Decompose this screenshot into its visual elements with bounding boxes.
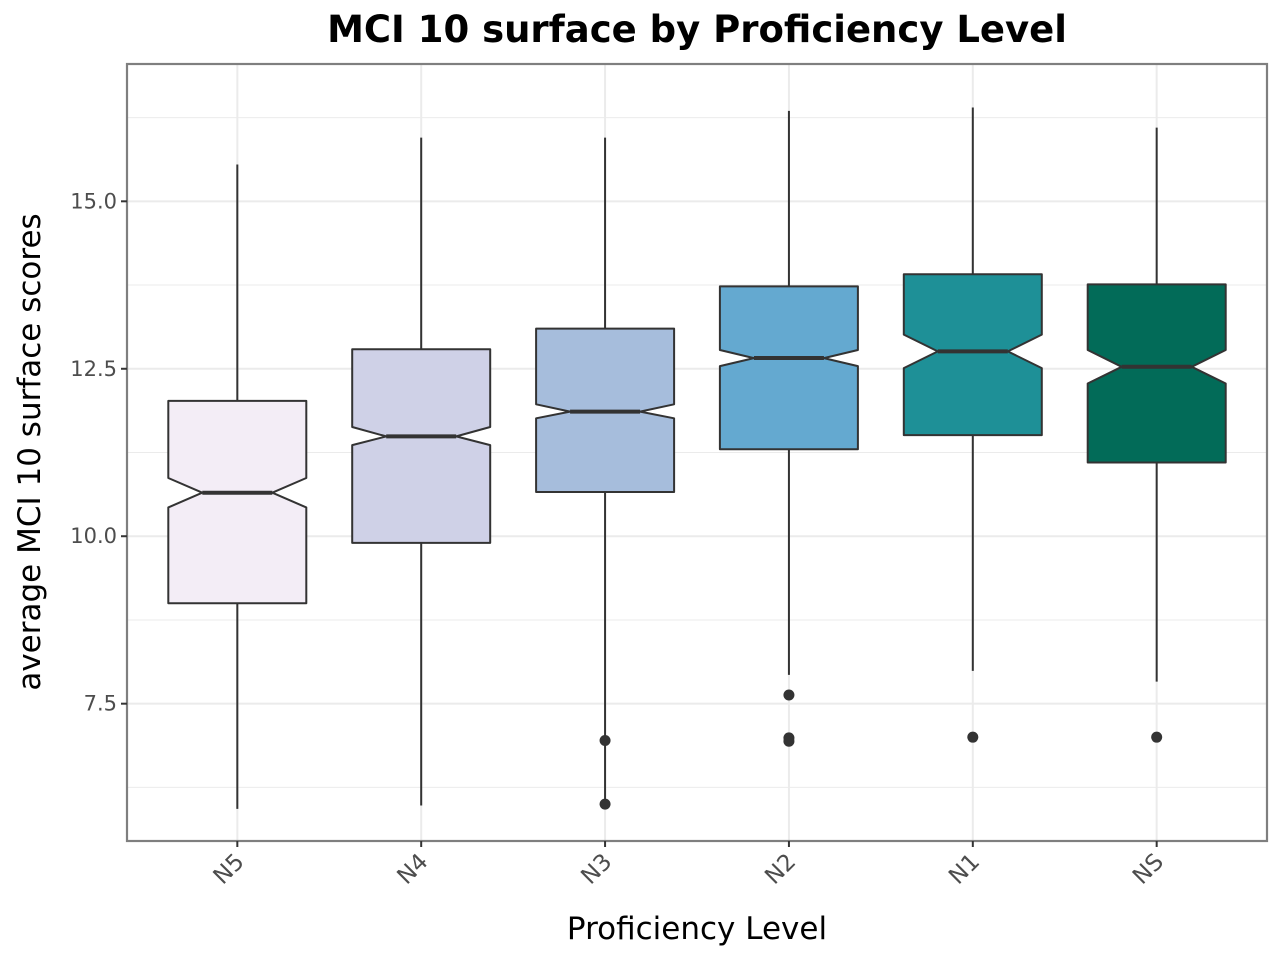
box-body bbox=[718, 285, 859, 451]
y-tick-label: 10.0 bbox=[70, 524, 117, 548]
outlier-point bbox=[783, 689, 795, 701]
outlier-point bbox=[967, 731, 979, 743]
x-tick-label: N4 bbox=[393, 849, 434, 890]
box-n1 bbox=[902, 107, 1043, 743]
box-layer bbox=[167, 107, 1227, 810]
outlier-point bbox=[783, 735, 795, 747]
box-n4 bbox=[351, 137, 492, 806]
y-axis: 7.5 10.0 12.5 15.0 bbox=[70, 189, 127, 716]
x-axis-title: Proficiency Level bbox=[567, 911, 827, 947]
x-tick-label: N2 bbox=[760, 849, 801, 890]
x-tick-label: N3 bbox=[576, 849, 617, 890]
outlier-point bbox=[1151, 731, 1163, 743]
x-axis: N5 N4 N3 N2 N1 NS bbox=[209, 841, 1169, 890]
x-tick-label: N1 bbox=[944, 849, 985, 890]
x-tick-label: NS bbox=[1128, 849, 1169, 890]
box-n5 bbox=[167, 164, 308, 809]
plot-border bbox=[125, 62, 1269, 843]
box-body bbox=[902, 273, 1043, 437]
box-ns bbox=[1086, 127, 1227, 743]
y-tick-label: 12.5 bbox=[70, 357, 117, 381]
box-n2 bbox=[718, 110, 859, 747]
y-tick-label: 15.0 bbox=[70, 189, 117, 213]
chart-title: MCI 10 surface by Proficiency Level bbox=[327, 8, 1067, 51]
box-body bbox=[167, 399, 308, 605]
box-n3 bbox=[535, 137, 676, 810]
outlier-point bbox=[599, 735, 611, 747]
box-body bbox=[1086, 283, 1227, 464]
x-tick-label: N5 bbox=[209, 849, 250, 890]
y-tick-label: 7.5 bbox=[84, 692, 117, 716]
box-body bbox=[351, 348, 492, 544]
outlier-point bbox=[599, 798, 611, 810]
y-axis-title: average MCI 10 surface scores bbox=[12, 213, 48, 690]
